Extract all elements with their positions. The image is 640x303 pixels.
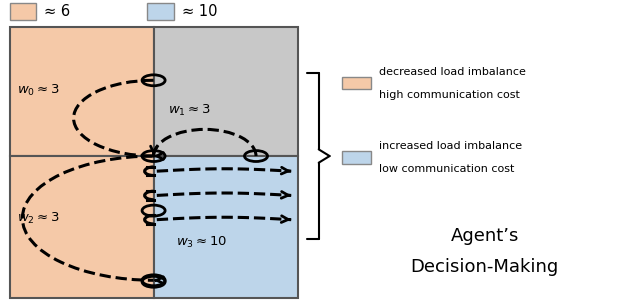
Text: ≈ 10: ≈ 10 [182,4,217,19]
Text: increased load imbalance: increased load imbalance [379,141,522,151]
Bar [342,77,371,89]
Text: low communication cost: low communication cost [379,164,515,174]
Text: ≈ 6: ≈ 6 [44,4,70,19]
Text: $w_2 \approx 3$: $w_2 \approx 3$ [17,211,60,226]
Bar [342,151,371,164]
Bar [10,27,154,156]
Text: $w_3 \approx 10$: $w_3 \approx 10$ [176,235,227,250]
Text: high communication cost: high communication cost [379,90,520,100]
Text: Agent’s: Agent’s [451,227,519,245]
Text: Decision-Making: Decision-Making [411,258,559,276]
Text: decreased load imbalance: decreased load imbalance [379,67,525,77]
Bar [147,3,174,20]
Bar [10,3,36,20]
Text: $w_1 \approx 3$: $w_1 \approx 3$ [168,103,211,118]
Bar [154,27,298,156]
Bar [10,156,154,298]
Text: $w_0 \approx 3$: $w_0 \approx 3$ [17,83,60,98]
Bar [154,156,298,298]
